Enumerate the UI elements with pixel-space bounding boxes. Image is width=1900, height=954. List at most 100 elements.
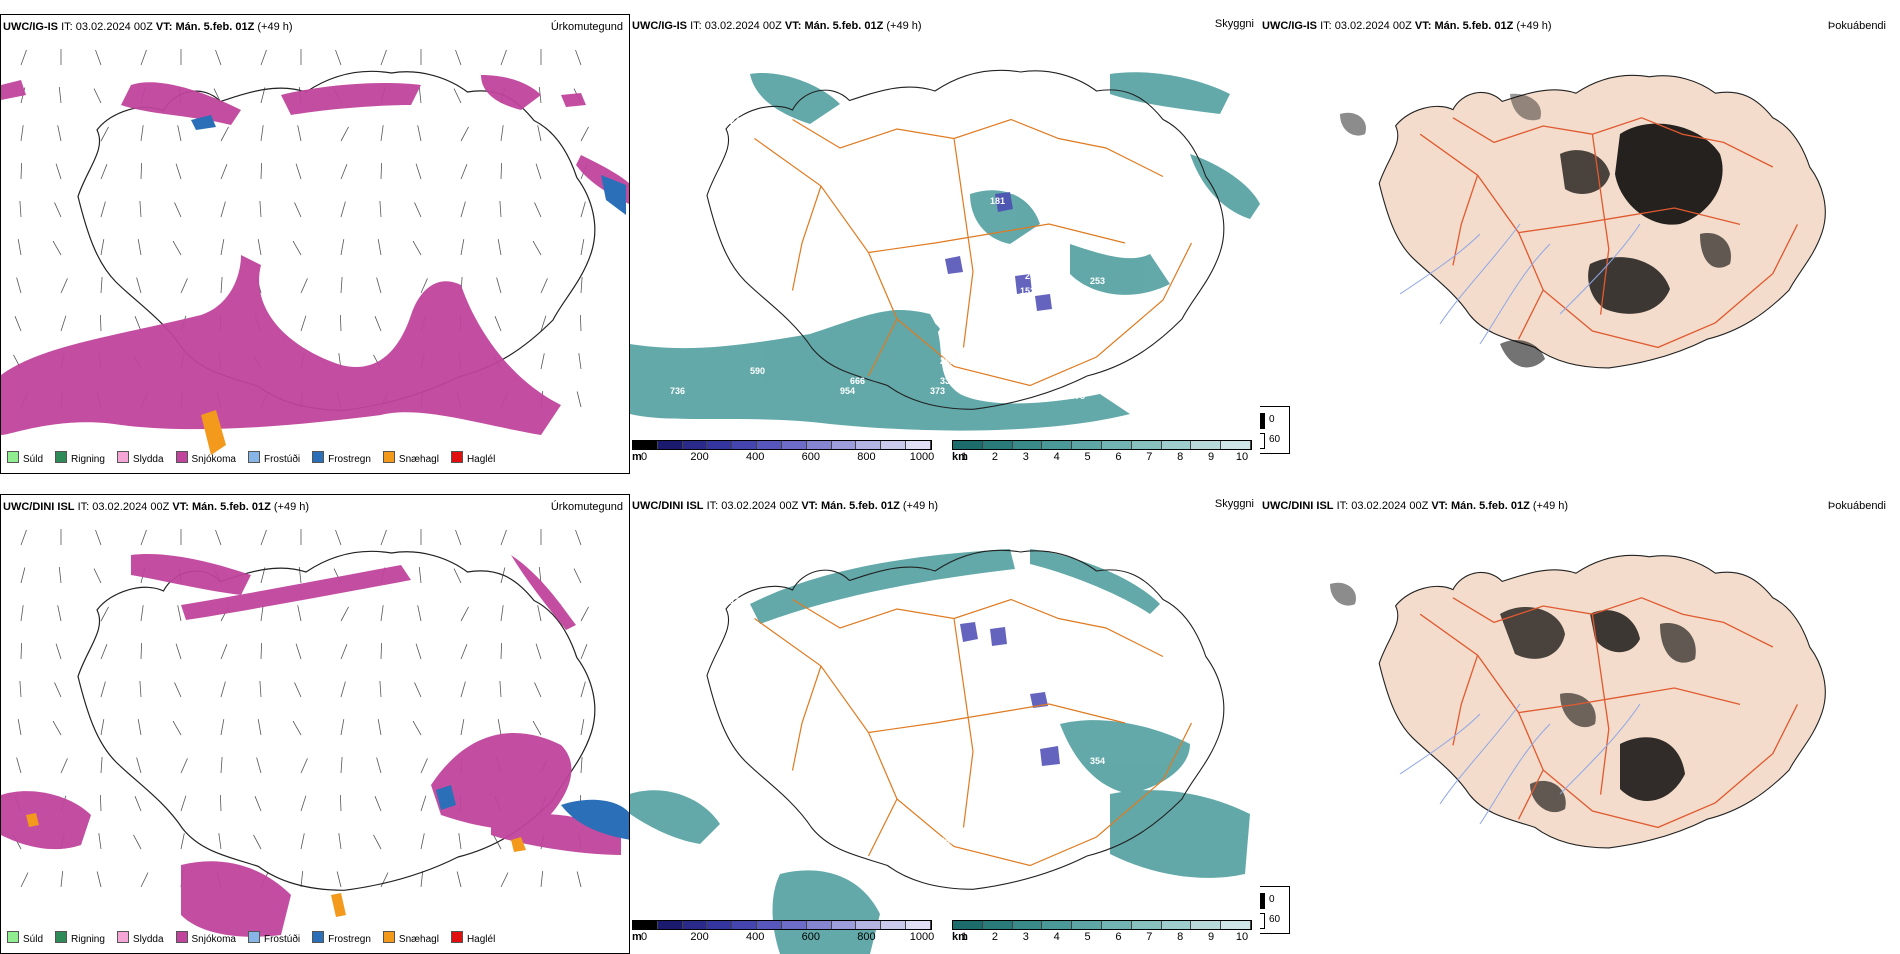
colorbar-tick: 6 (1115, 451, 1122, 463)
wind-barb (336, 871, 342, 888)
wind-barb (380, 49, 387, 66)
visibility-value-label: 195 (1010, 786, 1025, 796)
colorbar-segment (707, 441, 733, 449)
legend-item: Frostregn (312, 931, 371, 945)
colorbar-segment (856, 441, 882, 449)
roads (754, 598, 1193, 867)
wind-barb (220, 794, 222, 812)
wind-barb (20, 605, 24, 622)
visibility-value-label: 968 (940, 836, 955, 846)
wind-barb (453, 88, 462, 104)
colorbar-segment (856, 921, 882, 929)
wind-barb (180, 833, 185, 850)
wind-barb (300, 758, 308, 774)
legend-item: Haglél (450, 931, 495, 945)
wind-barb (300, 833, 305, 850)
wind-barb (20, 872, 29, 888)
wind-barb (500, 49, 507, 66)
wind-barb (16, 757, 22, 774)
legend-item: Snæhagl (382, 451, 439, 465)
wind-barb (580, 126, 589, 142)
wind-barb (460, 201, 466, 218)
wind-barb (537, 125, 542, 142)
visibility-value-label: 152 (1020, 286, 1035, 296)
wind-barb (340, 239, 345, 256)
wind-barb (100, 314, 102, 332)
wind-barb (93, 568, 102, 584)
wind-barb (220, 644, 228, 660)
legend-swatch (175, 931, 188, 943)
wind-barb (177, 605, 182, 622)
colorbar-segment (781, 921, 807, 929)
colorbar-m: m 0 200 400 600 800 1000 (632, 440, 934, 464)
legend-item: Slydda (116, 931, 164, 945)
colorbar-unit: km (952, 931, 968, 943)
iceland-coastline (706, 69, 1225, 410)
visibility-value-label: 278 (1070, 296, 1085, 306)
legend-swatch (116, 451, 129, 463)
fog-map (1340, 74, 1826, 369)
wind-barb (100, 276, 103, 294)
legend-swatch (312, 931, 325, 943)
panel-title: Skyggni (1214, 498, 1254, 510)
wind-barb (380, 605, 384, 622)
wind-barb (340, 164, 348, 180)
wind-barb (380, 642, 382, 660)
visibility-value-label: 265 (1025, 271, 1040, 281)
colorbar-tick: 400 (746, 931, 765, 943)
wind-barb (340, 794, 342, 812)
legend-swatch (116, 931, 129, 943)
colorbar-segment (906, 921, 931, 929)
wind-barb (220, 276, 223, 294)
colorbar-tick: 5 (1084, 931, 1091, 943)
sleet-hail-area (26, 813, 526, 917)
wind-barb (136, 757, 142, 774)
visibility-value-label: 736 (670, 386, 685, 396)
snow-area (1, 75, 629, 435)
wind-barb (532, 720, 542, 736)
wind-barb (376, 757, 382, 774)
colorbar-tick: 8 (1177, 931, 1184, 943)
colorbar-segment (1072, 921, 1102, 929)
colorbar-tick: 0 (640, 451, 648, 463)
wind-barb (420, 758, 428, 774)
colorbar-tick: 400 (746, 451, 765, 463)
colorbar-segment (881, 921, 907, 929)
visibility-value-label: 752 (1025, 751, 1040, 761)
colorbar-m-strip (632, 440, 932, 450)
sleet-hail-area (201, 410, 226, 455)
wind-barb (55, 163, 62, 180)
fog-map (1330, 554, 1826, 849)
wind-barb (172, 720, 182, 736)
wind-barb (497, 719, 502, 736)
wind-barb (180, 278, 188, 294)
iceland-land (1378, 74, 1826, 369)
legend-swatch (450, 931, 463, 943)
colorbar-tick: 2 (991, 451, 998, 463)
visibility-colorbar: m 0 200 400 600 800 1000 km 1 2 3 4 5 6 7 8 9 10 (632, 920, 1260, 948)
wind-barb (215, 529, 222, 546)
wind-barb (415, 163, 422, 180)
colorbar-tick: 200 (690, 931, 709, 943)
wind-barb (535, 163, 542, 180)
visibility-value-label: 890 (1050, 816, 1065, 826)
wind-barb (93, 88, 102, 104)
colorbar-segment (682, 921, 708, 929)
wind-barb (496, 277, 502, 294)
colorbar-tick: 3 (1022, 931, 1029, 943)
colorbar-tick: 4 (1053, 931, 1060, 943)
legend-item: Slydda (116, 451, 164, 465)
colorbar-segment (732, 921, 758, 929)
wind-barb (257, 239, 262, 256)
legend-swatch (312, 451, 325, 463)
wind-barb (580, 606, 589, 622)
colorbar-m-ticks: m 0 200 400 600 800 1000 (632, 930, 934, 944)
colorbar-segment (757, 921, 782, 929)
wind-barb (500, 529, 507, 546)
visibility-value-label: 229 (1010, 306, 1025, 316)
visibility-colorbar: m 0 200 400 600 800 1000 km 1 2 3 4 5 6 7 8 9 10 (632, 440, 1260, 468)
colorbar-segment (806, 441, 832, 449)
wind-barb (455, 49, 462, 66)
wind-barb (379, 200, 382, 218)
